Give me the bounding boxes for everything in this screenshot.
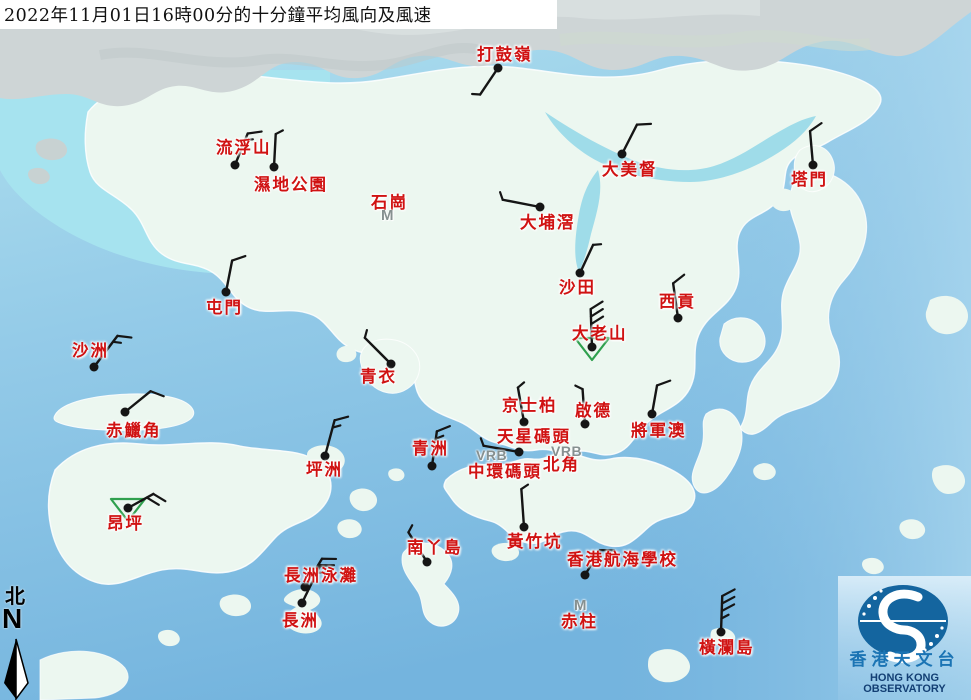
station-dot (320, 451, 330, 461)
wind-barb (520, 483, 530, 529)
station-dot (514, 447, 524, 457)
hko-logo-block: 香港天文台 HONG KONG OBSERVATORY (838, 576, 971, 700)
wind-barb (516, 381, 526, 424)
sai-kung-peninsula (739, 169, 868, 435)
compass-north-letter: N (2, 603, 23, 634)
wind-barb (300, 564, 336, 605)
wind-barb (272, 129, 284, 169)
wind-barb (126, 492, 167, 510)
compass: 北 N (2, 584, 36, 634)
lantau-land (47, 442, 332, 585)
wind-barb (671, 273, 686, 320)
station-dot (269, 162, 279, 172)
wind-barb (808, 121, 823, 167)
lamma-land (401, 542, 460, 627)
station-dot (808, 160, 818, 170)
wind-barb (589, 300, 605, 349)
station-dot (519, 522, 529, 532)
wind-barb (224, 254, 247, 294)
wind-barb (233, 130, 263, 167)
compass-north-hanzi: 北 (5, 584, 25, 608)
station-dot (297, 598, 307, 608)
station-dot (221, 287, 231, 297)
station-dot (123, 503, 133, 513)
north-arrow-icon (4, 638, 29, 700)
wind-barb (323, 415, 350, 458)
wind-barb (363, 329, 393, 366)
wind-barb (407, 524, 429, 564)
clear-water-bay-peninsula (691, 408, 743, 494)
hko-name-english: HONG KONG OBSERVATORY (863, 672, 946, 695)
station-dot (647, 409, 657, 419)
cheung-chau-land (283, 589, 322, 634)
new-territories-land (84, 59, 882, 456)
station-dot (617, 149, 627, 159)
hko-name-chinese: 香港天文台 (849, 650, 960, 670)
hk-island-land (443, 452, 696, 548)
station-dot (673, 313, 683, 323)
wind-barb (430, 424, 451, 468)
station-dot (580, 570, 590, 580)
station-dot (427, 461, 437, 471)
wind-barb (650, 379, 672, 416)
map-title: 2022年11月01日16時00分的十分鐘平均風向及風速 (4, 6, 432, 26)
station-dot (575, 268, 585, 278)
wind-barb (620, 122, 653, 156)
wind-barb (92, 334, 133, 369)
wind-barb (498, 191, 542, 209)
station-dot (89, 362, 99, 372)
station-dot (587, 342, 597, 352)
green-triangle-marker (109, 497, 147, 523)
station-dot (519, 417, 529, 427)
title-bar: 2022年11月01日16時00分的十分鐘平均風向及風速 (0, 0, 557, 29)
wind-barb (719, 588, 736, 634)
wind-barb (583, 548, 616, 577)
wind-barb (123, 390, 165, 414)
wind-barb (574, 384, 587, 426)
station-dot (120, 407, 130, 417)
wind-barb (471, 66, 500, 96)
wind-barb (578, 243, 603, 275)
station-dot (493, 63, 503, 73)
station-dot (716, 627, 726, 637)
station-dot (422, 557, 432, 567)
station-dot (386, 359, 396, 369)
station-dot (300, 582, 310, 592)
station-dot (230, 160, 240, 170)
station-dot (580, 419, 590, 429)
shing-mun-inlet (575, 170, 601, 272)
wind-barb (479, 437, 521, 454)
station-dot (535, 202, 545, 212)
hko-logo-icon (858, 585, 948, 664)
tolo-harbour-water (545, 112, 816, 182)
